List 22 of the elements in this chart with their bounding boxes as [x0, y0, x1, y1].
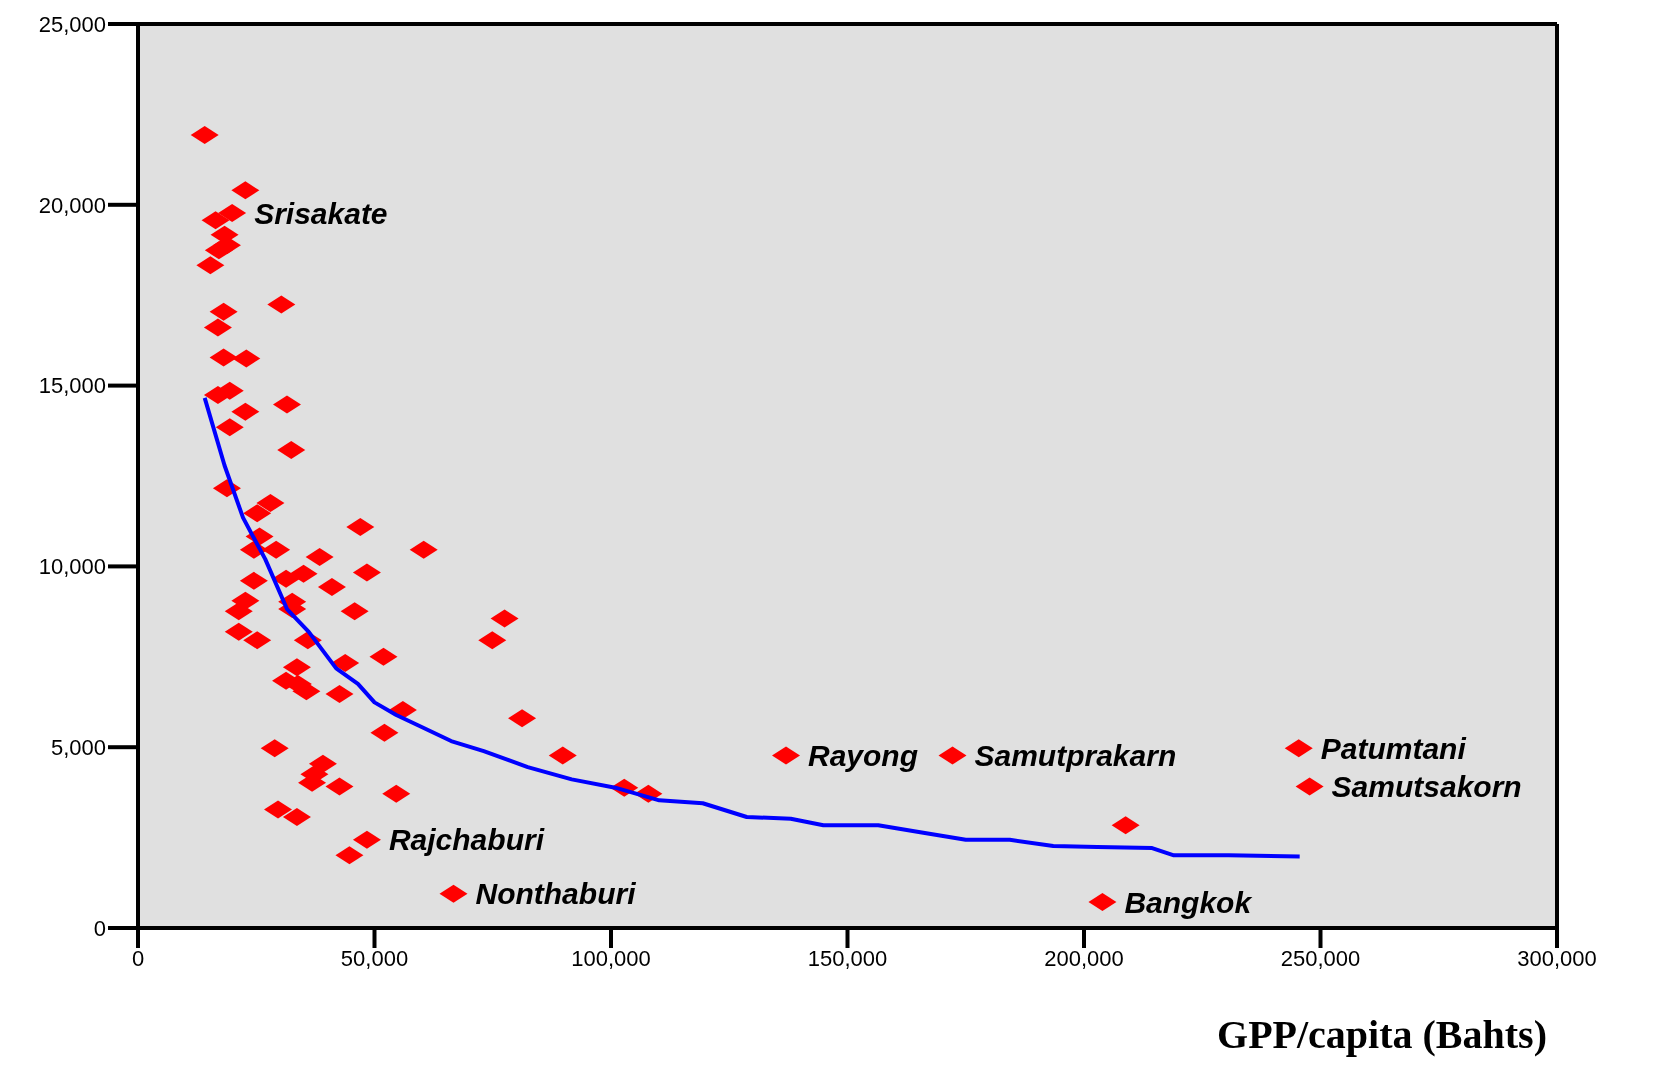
annotation: Nonthaburi — [475, 877, 637, 911]
annotation: Srisakate — [254, 196, 388, 230]
y-tick-label: 10,000 — [38, 554, 106, 580]
y-tick-label: 5,000 — [50, 735, 106, 761]
annotation: Samutprakarn — [974, 739, 1177, 773]
y-tick-label: 25,000 — [38, 11, 106, 37]
x-tick-label: 100,000 — [571, 945, 651, 971]
x-axis-title: GPP/capita (Bahts) — [1217, 1012, 1547, 1057]
x-tick-label: 300,000 — [1517, 945, 1597, 971]
annotation: Bangkok — [1124, 885, 1253, 919]
annotation: Rajchaburi — [388, 823, 545, 857]
annotation: Rayong — [808, 739, 919, 773]
y-tick-label: 0 — [93, 915, 106, 941]
y-tick-label: 15,000 — [38, 373, 106, 399]
x-tick-label: 50,000 — [340, 945, 409, 971]
annotation: Patumtani — [1320, 731, 1467, 765]
x-tick-label: 150,000 — [807, 945, 888, 971]
x-tick-label: 250,000 — [1280, 945, 1361, 971]
annotation: Samutsakorn — [1331, 770, 1522, 804]
x-tick-label: 200,000 — [1044, 945, 1124, 971]
x-tick-label: 0 — [131, 945, 145, 971]
y-tick-label: 20,000 — [38, 192, 106, 218]
